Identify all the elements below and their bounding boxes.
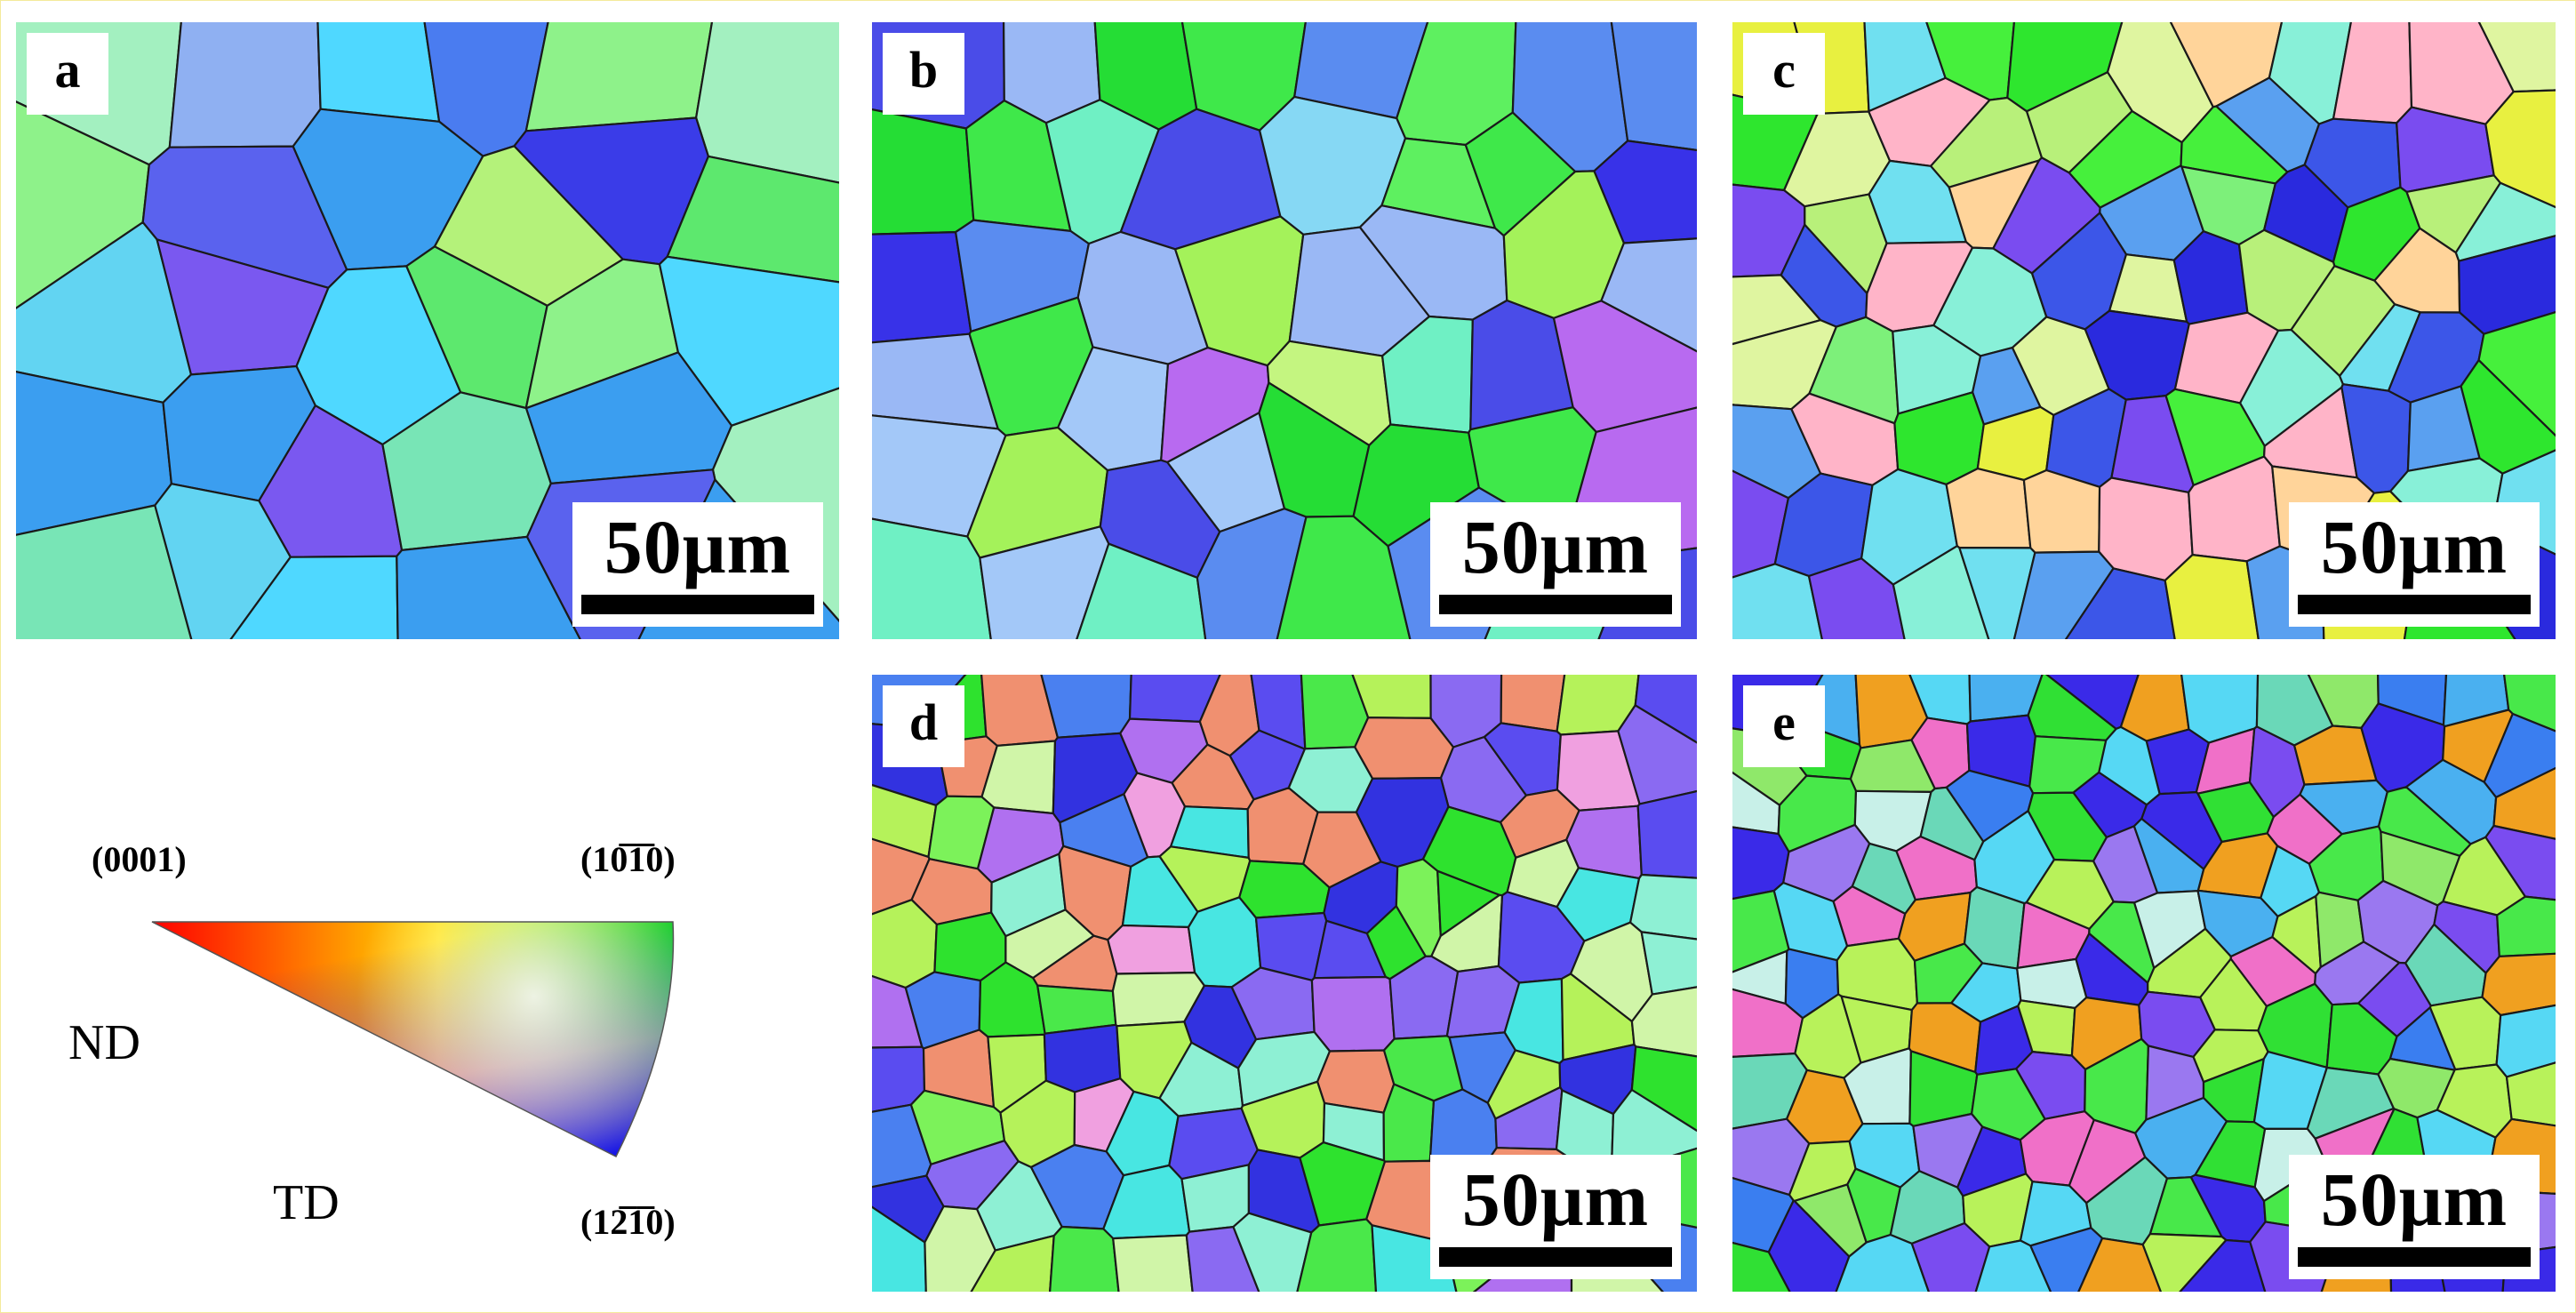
scale-bar-line (2298, 595, 2531, 614)
grain (1945, 468, 2032, 549)
grain (872, 231, 972, 344)
grain (1640, 931, 1697, 996)
grain (2484, 824, 2556, 901)
scale-bar: 50μm (1430, 502, 1681, 627)
grain (168, 22, 322, 148)
grain (316, 22, 441, 123)
scale-bar-text: 50μm (1461, 1157, 1650, 1242)
grain (1049, 1225, 1120, 1292)
scale-bar-text: 50μm (2320, 504, 2508, 589)
panel-label: b (883, 33, 964, 115)
ebsd-map-panel-d: d 50μm (872, 675, 1697, 1292)
panel-label: a (27, 33, 108, 115)
ebsd-map-panel-b: b 50μm (872, 22, 1697, 639)
grain (1354, 717, 1455, 780)
grain (1040, 675, 1132, 739)
grain-map (16, 22, 839, 639)
grain-map (1732, 675, 2556, 1292)
scale-bar: 50μm (2289, 502, 2540, 627)
grain (872, 108, 975, 236)
ebsd-map-panel-c: c 50μm (1732, 22, 2556, 639)
panel-label: d (883, 685, 964, 767)
scale-bar-text: 50μm (1461, 504, 1650, 589)
grain (2164, 553, 2260, 639)
pole-10-10-label: (10̅1̅0) (580, 839, 676, 879)
nd-axis-label: ND (68, 1015, 140, 1070)
grain (2477, 22, 2556, 93)
scale-bar: 50μm (2289, 1155, 2540, 1279)
grain (2098, 476, 2194, 582)
grain (1610, 22, 1697, 152)
grain (524, 22, 714, 132)
grain (2481, 952, 2556, 1017)
panel-label: c (1743, 33, 1825, 115)
grain (1187, 896, 1262, 989)
pole-0001-label: (0001) (92, 839, 187, 879)
panel-label: e (1743, 685, 1825, 767)
td-axis-label: TD (273, 1175, 340, 1230)
grain (1500, 675, 1566, 733)
ipf-color-key: (0001) (10̅1̅0) (12̅1̅0) ND TD (36, 801, 774, 1281)
grain-map (1732, 22, 2556, 639)
grain (1636, 789, 1697, 879)
scale-bar-line (581, 595, 814, 614)
ebsd-map-panel-a: a 50μm (16, 22, 839, 639)
scale-bar-text: 50μm (2320, 1157, 2508, 1242)
grain (2496, 895, 2556, 957)
scale-bar-line (1439, 595, 1672, 614)
scale-bar-line (1439, 1247, 1672, 1267)
pole-1-210-label: (12̅1̅0) (580, 1202, 676, 1242)
ebsd-map-panel-e: e 50μm (1732, 675, 2556, 1292)
grain (1112, 1234, 1194, 1292)
grain (2022, 468, 2101, 554)
ipf-triangle (151, 921, 675, 1158)
grain (1634, 675, 1697, 744)
scale-bar: 50μm (1430, 1155, 1681, 1279)
scale-bar: 50μm (572, 502, 823, 627)
grain (1617, 704, 1697, 805)
scale-bar-line (2298, 1247, 2531, 1267)
scale-bar-text: 50μm (604, 504, 792, 589)
grain (1310, 975, 1396, 1053)
grain (1107, 924, 1196, 975)
